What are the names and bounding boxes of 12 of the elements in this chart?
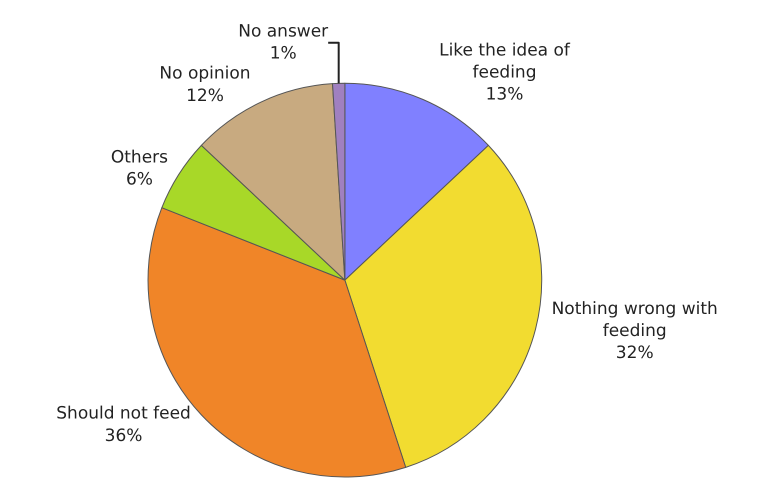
slice-label: No opinion <box>159 64 251 84</box>
slice-label: Should not feed <box>56 404 191 424</box>
data-label: 32% <box>616 343 654 364</box>
slice-label: Others <box>110 148 168 168</box>
data-label: 1% <box>270 44 297 64</box>
slice-label: Like the idea of feeding <box>439 40 571 82</box>
slice-label: Nothing wrong with feeding <box>552 298 718 342</box>
data-label: 36% <box>104 426 142 446</box>
data-label: 12% <box>186 86 224 106</box>
data-label: 13% <box>486 84 524 105</box>
slice-label: No answer <box>238 22 328 42</box>
data-label: 6% <box>126 170 153 190</box>
